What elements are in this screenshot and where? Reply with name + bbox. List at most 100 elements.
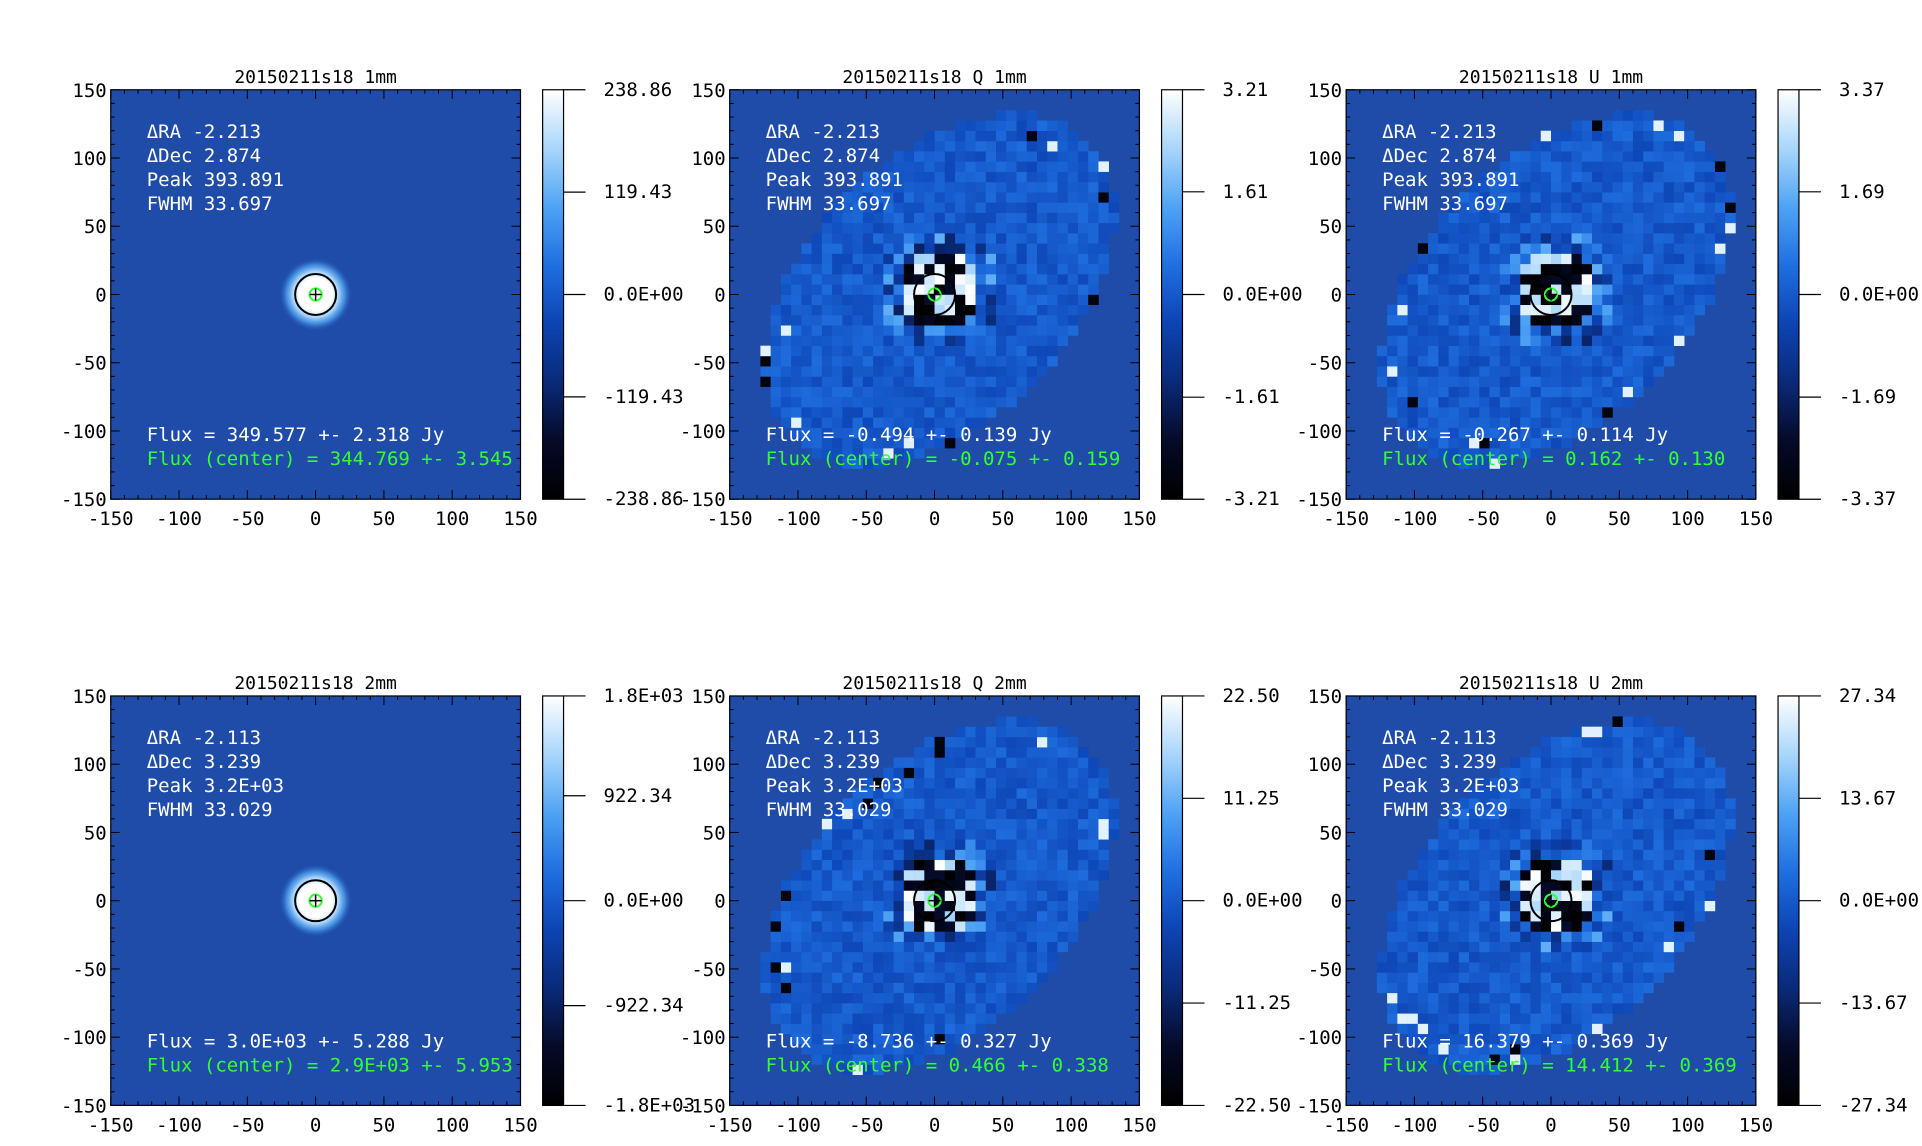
- map-pixel: [1047, 140, 1058, 152]
- flux-center-label: Flux (center) = 0.162 +- 0.130: [1382, 448, 1725, 470]
- map-pixel: [985, 1013, 997, 1024]
- map-pixel: [801, 325, 812, 336]
- map-pixel: [893, 427, 905, 439]
- map-pixel: [1663, 890, 1675, 901]
- map-pixel: [955, 355, 966, 367]
- map-pixel: [1067, 859, 1079, 871]
- map-pixel: [1653, 243, 1664, 254]
- map-pixel: [883, 1013, 894, 1024]
- map-pixel: [1510, 849, 1521, 861]
- map-pixel: [1612, 962, 1624, 973]
- map-pixel: [914, 788, 925, 799]
- map-pixel: [1540, 931, 1552, 942]
- map-pixel: [1448, 829, 1460, 840]
- map-pixel: [1438, 427, 1449, 439]
- map-pixel: [791, 941, 802, 953]
- map-pixel: [1489, 777, 1501, 789]
- y-tick-label: 150: [72, 80, 106, 102]
- map-pixel: [1520, 366, 1531, 377]
- map-pixel: [1407, 1023, 1419, 1035]
- map-pixel: [883, 921, 894, 932]
- map-pixel: [1098, 161, 1109, 172]
- map-pixel: [965, 982, 976, 994]
- map-pixel: [1591, 890, 1603, 901]
- map-pixel: [1458, 335, 1470, 346]
- map-pixel: [801, 417, 812, 428]
- map-pixel: [1026, 274, 1038, 285]
- map-pixel: [1653, 818, 1664, 830]
- y-tick-label: 100: [691, 754, 725, 776]
- map-pixel: [1016, 890, 1028, 901]
- map-pixel: [791, 962, 802, 973]
- map-pixel: [903, 890, 915, 901]
- map-pixel: [1026, 120, 1038, 132]
- map-pixel: [1622, 849, 1634, 861]
- map-pixel: [1632, 818, 1644, 830]
- map-pixel: [1591, 407, 1603, 418]
- map-pixel: [924, 355, 935, 367]
- map-pixel: [1561, 736, 1572, 748]
- map-pixel: [770, 941, 782, 953]
- map-pixel: [1407, 972, 1419, 983]
- map-pixel: [1561, 880, 1572, 891]
- map-pixel: [1561, 304, 1572, 316]
- map-pixel: [801, 931, 812, 942]
- map-pixel: [893, 880, 905, 891]
- map-pixel: [842, 829, 853, 840]
- map-pixel: [903, 181, 915, 193]
- map-pixel: [1612, 747, 1624, 758]
- map-pixel: [832, 212, 843, 224]
- map-pixel: [1407, 931, 1419, 942]
- map-pixel: [852, 427, 864, 439]
- map-pixel: [1520, 263, 1531, 275]
- map-pixel: [1653, 294, 1664, 306]
- map-pixel: [1469, 325, 1480, 336]
- map-pixel: [862, 839, 874, 850]
- x-tick-label: 100: [435, 1114, 469, 1136]
- flux-label: Flux = 349.577 +- 2.318 Jy: [147, 424, 444, 446]
- map-pixel: [842, 982, 853, 994]
- map-pixel: [1561, 788, 1572, 799]
- map-pixel: [893, 437, 905, 449]
- map-pixel: [1612, 972, 1624, 983]
- fit-annotation: Peak 393.891: [766, 169, 903, 191]
- map-pixel: [1561, 992, 1572, 1004]
- map-pixel: [1694, 181, 1705, 193]
- map-pixel: [1561, 900, 1572, 912]
- map-pixel: [780, 417, 792, 428]
- map-pixel: [975, 941, 987, 953]
- map-pixel: [1581, 931, 1593, 942]
- map-pixel: [1428, 849, 1439, 861]
- map-pixel: [1591, 777, 1603, 789]
- map-pixel: [914, 777, 925, 789]
- map-pixel: [1438, 212, 1449, 224]
- map-pixel: [914, 900, 925, 912]
- map-pixel: [1026, 355, 1038, 367]
- map-pixel: [1561, 181, 1572, 193]
- map-pixel: [1469, 910, 1480, 922]
- map-pixel: [1510, 171, 1521, 183]
- map-pixel: [1653, 788, 1664, 799]
- map-pixel: [944, 1023, 956, 1035]
- map-pixel: [924, 818, 935, 830]
- map-pixel: [842, 880, 853, 891]
- map-pixel: [1530, 777, 1542, 789]
- map-pixel: [903, 345, 915, 357]
- map-pixel: [1479, 992, 1490, 1004]
- heatmap-panel: -150 -100 -50 0 50 100 150150100500-50-100-150…: [1296, 67, 1919, 530]
- map-pixel: [985, 140, 997, 152]
- map-pixel: [1428, 437, 1439, 449]
- map-pixel: [1417, 366, 1429, 377]
- map-pixel: [1438, 284, 1449, 295]
- map-pixel: [852, 253, 864, 265]
- map-pixel: [1499, 962, 1511, 973]
- colorbar-tick-label: 3.21: [1222, 79, 1268, 101]
- map-pixel: [914, 140, 925, 152]
- map-pixel: [1653, 941, 1664, 953]
- map-pixel: [1591, 900, 1603, 912]
- map-pixel: [862, 407, 874, 418]
- map-pixel: [1591, 314, 1603, 326]
- map-pixel: [1026, 376, 1038, 387]
- map-pixel: [801, 314, 812, 326]
- map-pixel: [821, 992, 833, 1004]
